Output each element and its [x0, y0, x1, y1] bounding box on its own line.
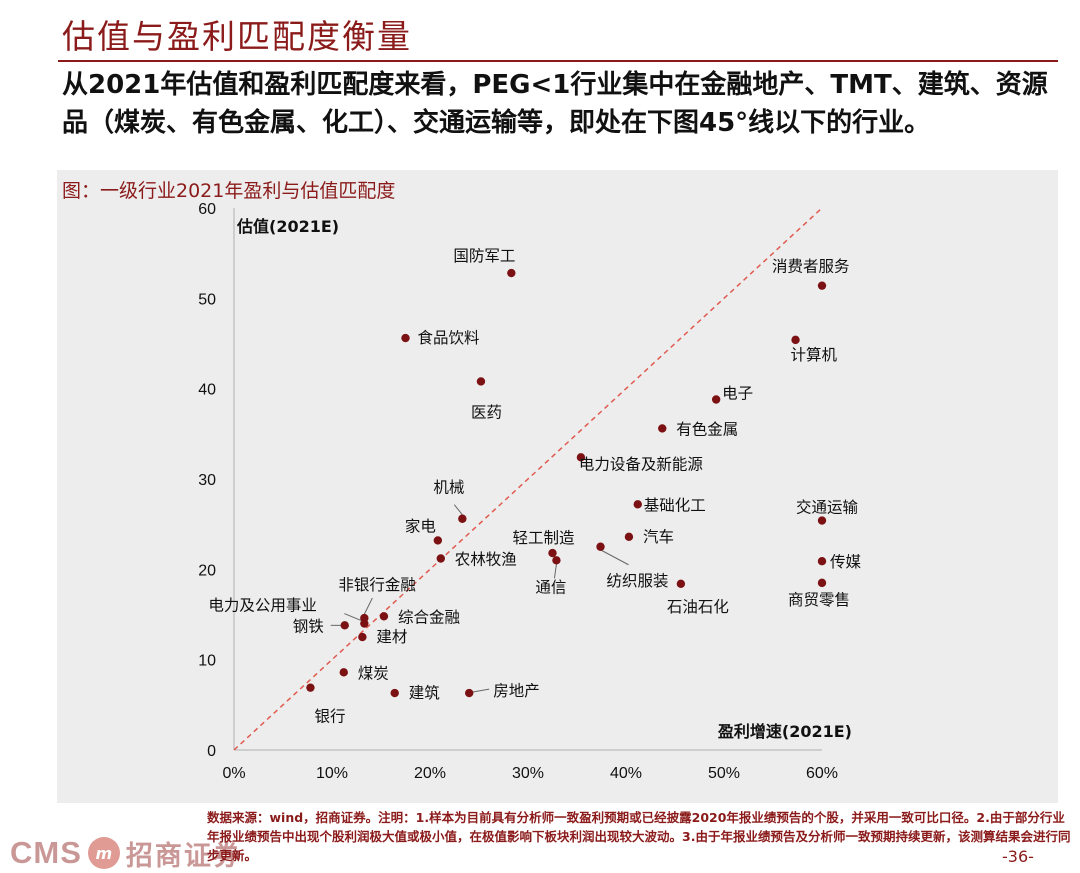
scatter-point — [817, 281, 827, 290]
scatter-point — [596, 542, 605, 551]
company-logo: CMS m 招商证券 — [10, 834, 242, 872]
page-title: 估值与盈利匹配度衡量 — [62, 17, 412, 56]
scatter-point — [548, 548, 557, 558]
chart-panel: 0% 10% 20% 30% 40% 50% 60% 0 10 20 30 40 50 60 估值(2021… — [57, 170, 1058, 803]
point-label: 电子 — [722, 385, 753, 403]
summary-text: 从2021年估值和盈利匹配度来看，PEG<1行业集中在金融地产、TMT、建筑、资… — [62, 70, 1048, 138]
point-label: 传媒 — [830, 553, 862, 571]
x-tick-label: 60% — [806, 765, 838, 782]
scatter-point — [360, 619, 369, 628]
scatter-point — [791, 335, 800, 345]
y-tick-label: 40 — [198, 382, 216, 399]
scatter-point — [633, 500, 642, 509]
point-label: 通信 — [535, 578, 566, 596]
x-axis-title: 盈利增速(2021E) — [717, 722, 852, 741]
label-leader-line — [598, 548, 629, 566]
x-tick-label: 40% — [610, 765, 642, 782]
scatter-point — [507, 268, 516, 278]
scatter-point — [379, 612, 389, 621]
logo-cms-text: CMS — [10, 835, 82, 870]
scatter-chart: 0% 10% 20% 30% 40% 50% 60% 0 10 20 30 40 50 60 估值(2021… — [198, 201, 862, 782]
label-leader-line — [553, 564, 557, 579]
scatter-point — [817, 557, 827, 566]
point-label: 机械 — [433, 479, 464, 497]
chart-caption: 图：一级行业2021年盈利与估值匹配度 — [62, 180, 396, 202]
reference-line-45 — [233, 207, 823, 751]
y-tick-label: 60 — [198, 201, 216, 218]
y-tick-label: 10 — [198, 653, 216, 670]
scatter-point — [817, 578, 827, 588]
point-label: 房地产 — [493, 682, 540, 700]
scatter-point — [476, 377, 486, 386]
x-tick-label: 30% — [512, 765, 544, 782]
scatter-point — [306, 683, 315, 692]
scatter-point — [358, 632, 367, 642]
point-label: 食品饮料 — [418, 329, 480, 347]
scatter-point — [658, 424, 667, 433]
page-number: -36- — [1002, 847, 1034, 866]
y-tick-label: 50 — [198, 291, 216, 308]
point-label: 农林牧渔 — [455, 550, 517, 568]
point-label: 汽车 — [643, 528, 674, 546]
point-label: 家电 — [405, 517, 436, 535]
scatter-point — [433, 536, 443, 545]
x-tick-label: 50% — [708, 765, 740, 782]
logo-badge-icon: m — [87, 837, 120, 869]
scatter-point — [465, 688, 474, 698]
point-label: 银行 — [314, 708, 345, 726]
scatter-point — [436, 554, 445, 563]
point-label: 电力设备及新能源 — [579, 455, 703, 473]
point-label: 医药 — [471, 403, 502, 421]
y-tick-label: 30 — [198, 472, 216, 489]
point-label: 建材 — [376, 628, 407, 646]
label-leader-line — [363, 597, 373, 615]
point-label: 钢铁 — [293, 617, 324, 635]
point-label: 纺织服装 — [607, 572, 669, 590]
point-label: 计算机 — [791, 345, 838, 364]
scatter-point — [401, 333, 410, 343]
x-tick-label: 0% — [222, 765, 245, 782]
scatter-point — [624, 532, 634, 542]
scatter-point — [339, 668, 348, 677]
scatter-point — [552, 556, 561, 565]
source-note: 数据来源：wind，招商证券。注明：1.样本为目前具有分析师一致盈利预期或已经披… — [207, 810, 1071, 863]
point-label: 基础化工 — [644, 496, 706, 514]
scatter-point — [676, 579, 686, 588]
label-leader-line — [472, 688, 490, 693]
scatter-point — [711, 395, 721, 404]
scatter-point — [390, 688, 399, 698]
logo-company-name: 招商证券 — [125, 840, 242, 872]
y-tick-label: 0 — [207, 743, 216, 760]
label-leader-line — [453, 504, 463, 516]
x-tick-label: 20% — [414, 765, 446, 782]
scatter-point — [458, 514, 467, 523]
point-label: 国防军工 — [453, 247, 515, 265]
point-label: 轻工制造 — [513, 529, 576, 547]
scatter-point — [817, 516, 827, 525]
y-axis-title: 估值(2021E) — [236, 217, 339, 236]
point-label: 电力及公用事业 — [208, 597, 317, 615]
point-label: 煤炭 — [358, 664, 389, 682]
x-tick-label: 10% — [316, 765, 348, 782]
point-label: 商贸零售 — [788, 591, 850, 609]
point-label: 综合金融 — [398, 608, 460, 626]
title-divider — [58, 60, 1058, 62]
y-tick-label: 20 — [198, 562, 216, 579]
point-label: 交通运输 — [796, 499, 859, 517]
scatter-point — [576, 453, 586, 462]
point-label: 消费者服务 — [772, 258, 850, 276]
point-label: 建筑 — [409, 684, 441, 702]
point-label: 有色金属 — [676, 420, 738, 438]
scatter-point — [340, 621, 349, 630]
point-label: 石油石化 — [667, 598, 729, 616]
label-leader-line — [344, 613, 362, 621]
point-label: 非银行金融 — [338, 576, 416, 594]
